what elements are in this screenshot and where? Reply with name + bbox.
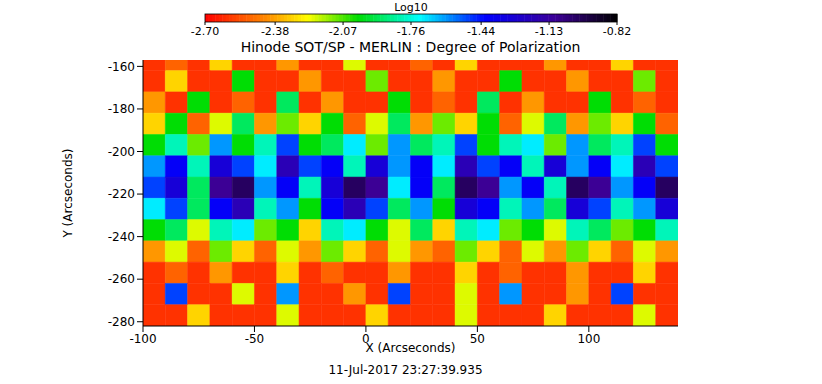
svg-text:-200: -200 <box>108 145 135 159</box>
svg-text:-280: -280 <box>108 315 135 329</box>
svg-text:100: 100 <box>577 332 600 346</box>
svg-text:-2.70: -2.70 <box>191 25 219 38</box>
svg-text:-1.44: -1.44 <box>467 25 495 38</box>
svg-text:-50: -50 <box>245 332 265 346</box>
svg-text:-2.38: -2.38 <box>261 25 289 38</box>
svg-text:Log10: Log10 <box>394 1 428 14</box>
svg-text:Y (Arcseconds): Y (Arcseconds) <box>61 148 75 238</box>
svg-text:50: 50 <box>470 332 485 346</box>
svg-text:Hinode SOT/SP - MERLIN : Degre: Hinode SOT/SP - MERLIN : Degree of Polar… <box>241 39 581 55</box>
svg-text:-160: -160 <box>108 60 135 74</box>
svg-text:-180: -180 <box>108 102 135 116</box>
svg-text:11-Jul-2017 23:27:39.935: 11-Jul-2017 23:27:39.935 <box>328 363 482 377</box>
svg-text:X (Arcseconds): X (Arcseconds) <box>366 341 456 355</box>
svg-text:0: 0 <box>362 332 370 346</box>
svg-text:-2.07: -2.07 <box>329 25 357 38</box>
svg-text:-1.76: -1.76 <box>397 25 425 38</box>
svg-text:-240: -240 <box>108 230 135 244</box>
svg-text:-100: -100 <box>129 332 156 346</box>
svg-text:-0.82: -0.82 <box>603 25 631 38</box>
svg-text:-220: -220 <box>108 187 135 201</box>
svg-text:-1.13: -1.13 <box>535 25 563 38</box>
svg-text:-260: -260 <box>108 272 135 286</box>
